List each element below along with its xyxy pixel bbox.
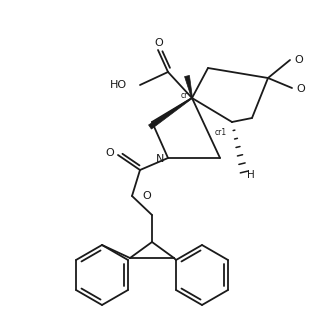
Polygon shape bbox=[149, 98, 192, 129]
Text: HO: HO bbox=[110, 80, 127, 90]
Text: cr1: cr1 bbox=[215, 128, 227, 137]
Polygon shape bbox=[185, 75, 193, 98]
Text: O: O bbox=[106, 148, 115, 158]
Text: O: O bbox=[155, 38, 163, 48]
Text: N: N bbox=[156, 154, 164, 164]
Text: cr: cr bbox=[180, 91, 188, 100]
Text: O: O bbox=[142, 191, 151, 201]
Text: O: O bbox=[294, 55, 303, 65]
Text: O: O bbox=[296, 84, 305, 94]
Text: H: H bbox=[247, 170, 255, 180]
